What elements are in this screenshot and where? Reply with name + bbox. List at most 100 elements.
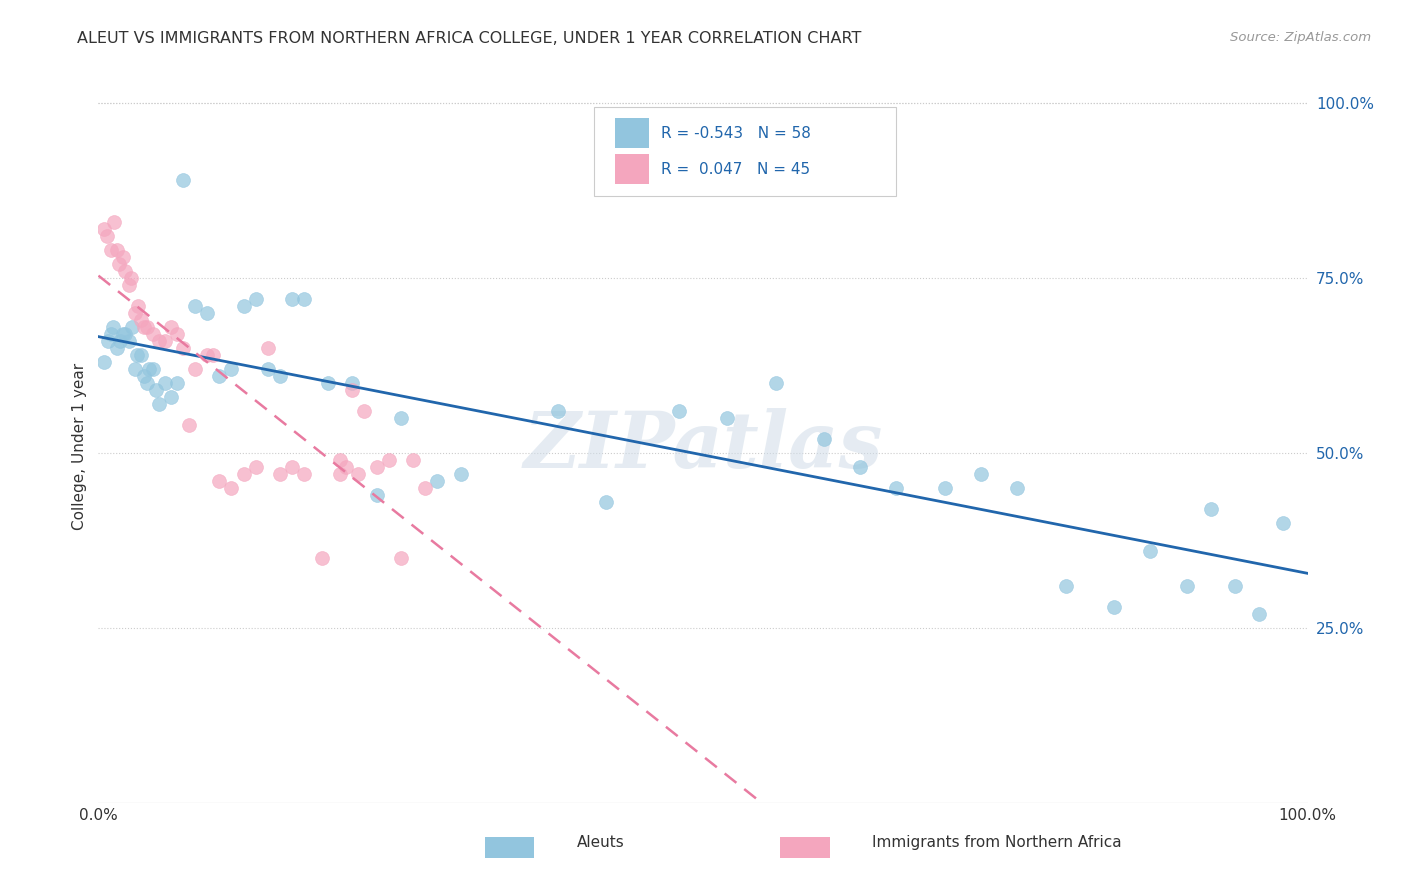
Text: Aleuts: Aleuts [576,836,624,850]
Point [970,467,993,481]
Point [111,327,134,342]
Point [129,313,152,327]
Point [256,362,278,376]
Point [100,327,122,342]
Text: Immigrants from Northern Africa: Immigrants from Northern Africa [872,836,1122,850]
Point [269,369,291,384]
Point [111,250,134,264]
Point [96,229,118,244]
Point [179,417,201,432]
Point [208,369,231,384]
Point [716,411,738,425]
Point [366,488,388,502]
Point [342,383,364,397]
Point [347,467,370,481]
Point [172,173,194,187]
Point [402,453,425,467]
Text: Source: ZipAtlas.com: Source: ZipAtlas.com [1230,31,1371,45]
Point [1139,544,1161,558]
Point [93,222,115,236]
FancyBboxPatch shape [614,154,648,184]
Point [316,376,339,390]
Point [124,306,146,320]
Point [166,376,188,390]
Point [184,362,207,376]
Point [329,453,352,467]
Text: R = -0.543   N = 58: R = -0.543 N = 58 [661,126,810,141]
Point [389,411,412,425]
Point [668,404,690,418]
Point [389,550,412,565]
Point [813,432,835,446]
Point [765,376,787,390]
Point [129,348,152,362]
Point [1223,579,1246,593]
Point [1054,579,1077,593]
Point [1007,481,1029,495]
Point [335,460,357,475]
Point [232,299,254,313]
Point [329,467,352,481]
Point [121,320,143,334]
Point [245,292,267,306]
Point [547,404,569,418]
Y-axis label: College, Under 1 year: College, Under 1 year [72,362,87,530]
Point [105,243,128,257]
Point [124,362,146,376]
Point [114,327,136,342]
Point [245,460,267,475]
Point [413,481,436,495]
Point [1272,516,1295,530]
Point [120,271,142,285]
Point [134,369,156,384]
Point [148,397,170,411]
Point [172,341,194,355]
Point [311,550,333,565]
Point [142,327,165,342]
Point [1249,607,1271,621]
Point [148,334,170,348]
Point [166,327,188,342]
Point [1199,502,1222,516]
Point [134,320,156,334]
Point [103,215,125,229]
Text: R =  0.047   N = 45: R = 0.047 N = 45 [661,161,810,177]
Point [256,341,278,355]
Point [160,320,183,334]
Point [886,481,908,495]
Point [353,404,375,418]
Point [366,460,388,475]
Point [281,460,304,475]
Point [153,334,176,348]
Point [97,334,120,348]
Point [105,341,128,355]
Point [221,481,243,495]
Point [934,481,956,495]
Point [153,376,176,390]
Point [93,355,115,369]
Point [101,320,124,334]
Point [108,257,131,271]
Point [100,243,122,257]
Point [202,348,225,362]
Point [108,334,131,348]
Text: ALEUT VS IMMIGRANTS FROM NORTHERN AFRICA COLLEGE, UNDER 1 YEAR CORRELATION CHART: ALEUT VS IMMIGRANTS FROM NORTHERN AFRICA… [77,31,862,46]
Point [208,474,231,488]
Point [142,362,165,376]
Point [377,453,399,467]
Point [195,348,218,362]
Point [118,278,141,293]
Point [1175,579,1198,593]
Point [342,376,364,390]
Point [281,292,304,306]
FancyBboxPatch shape [614,119,648,148]
Point [195,306,218,320]
Point [849,460,872,475]
Point [114,264,136,278]
Point [135,376,157,390]
Point [450,467,472,481]
Point [426,474,449,488]
Point [292,467,315,481]
Point [145,383,167,397]
Point [138,362,160,376]
